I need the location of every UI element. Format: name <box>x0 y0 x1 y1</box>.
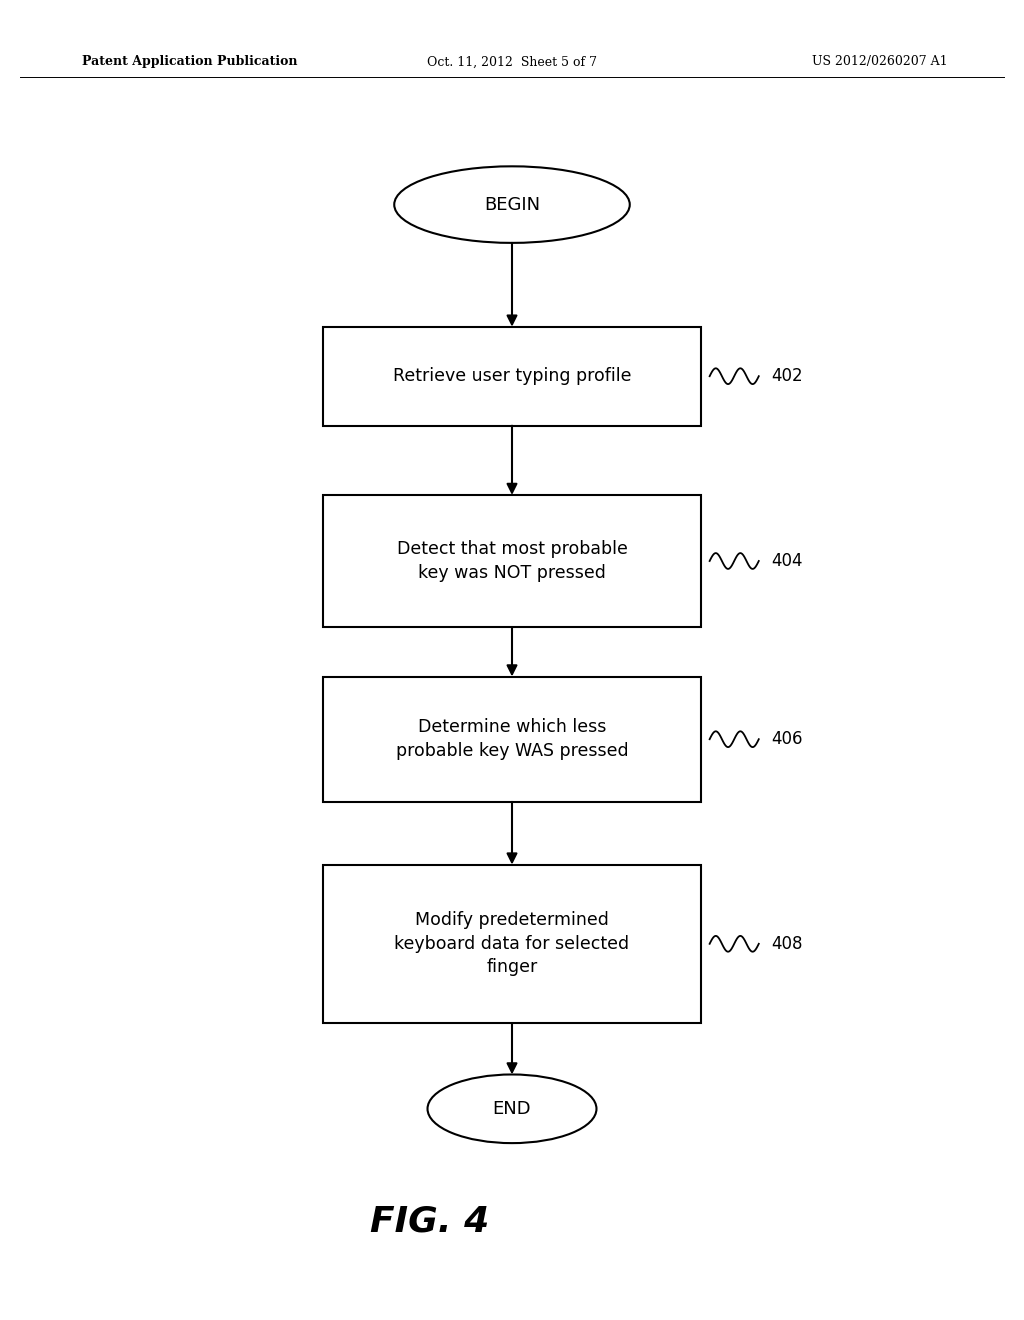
Bar <box>323 495 701 627</box>
Text: BEGIN: BEGIN <box>484 195 540 214</box>
Bar <box>323 865 701 1023</box>
Text: 402: 402 <box>771 367 803 385</box>
Text: Retrieve user typing profile: Retrieve user typing profile <box>393 367 631 385</box>
Text: Determine which less
probable key WAS pressed: Determine which less probable key WAS pr… <box>395 718 629 760</box>
Text: Oct. 11, 2012  Sheet 5 of 7: Oct. 11, 2012 Sheet 5 of 7 <box>427 55 597 69</box>
Text: 406: 406 <box>771 730 803 748</box>
Text: END: END <box>493 1100 531 1118</box>
Text: 404: 404 <box>771 552 803 570</box>
Text: US 2012/0260207 A1: US 2012/0260207 A1 <box>812 55 947 69</box>
Text: Patent Application Publication: Patent Application Publication <box>82 55 297 69</box>
Bar <box>323 676 701 801</box>
Text: Modify predetermined
keyboard data for selected
finger: Modify predetermined keyboard data for s… <box>394 911 630 977</box>
Text: 408: 408 <box>771 935 803 953</box>
Text: FIG. 4: FIG. 4 <box>371 1204 489 1238</box>
Bar <box>323 327 701 425</box>
Text: Detect that most probable
key was NOT pressed: Detect that most probable key was NOT pr… <box>396 540 628 582</box>
